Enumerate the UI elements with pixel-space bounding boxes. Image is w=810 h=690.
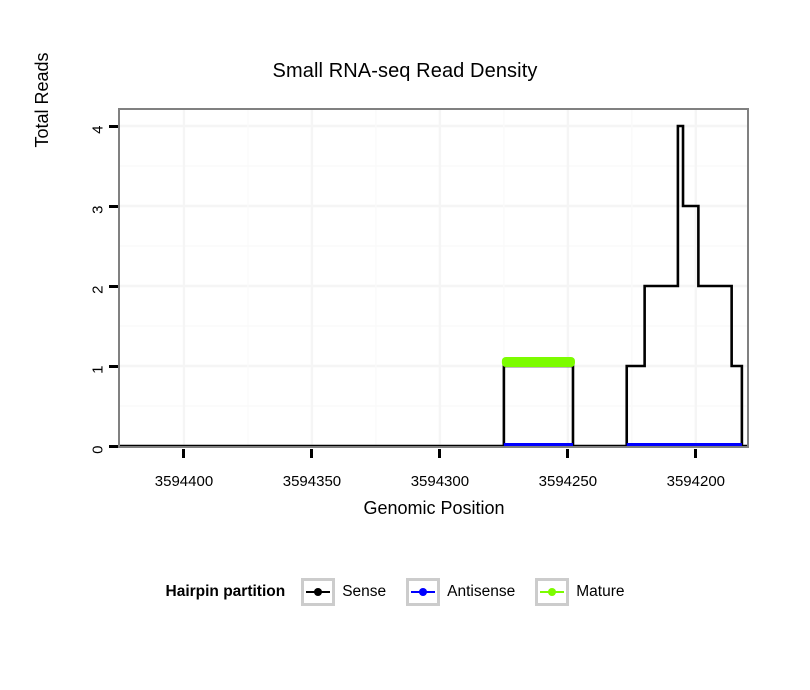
x-tick-label: 3594400 [154,473,214,490]
plot-area [120,110,747,446]
x-tick-mark [182,449,186,458]
legend-title: Hairpin partition [165,583,286,600]
y-tick-label: 0 [89,445,107,454]
sense-trace [120,124,747,446]
y-tick-mark [109,364,118,368]
y-tick-label: 4 [89,125,107,134]
x-tick-label: 3594350 [282,473,342,490]
x-tick-label: 3594200 [666,473,726,490]
y-tick-label: 1 [89,365,107,374]
y-tick-mark [109,204,118,208]
legend-entry-antisense[interactable]: Antisense [406,578,529,606]
legend-key-icon [301,578,336,606]
y-tick-label: 3 [89,205,107,214]
legend-key-icon [535,578,570,606]
x-tick-mark [694,449,698,458]
mature-region-bar [501,357,575,367]
x-tick-label: 3594250 [538,473,598,490]
legend-key-icon [406,578,441,606]
legend-entry-mature[interactable]: Mature [535,578,638,606]
y-tick-label: 2 [89,285,107,294]
x-tick-label: 3594300 [410,473,470,490]
gridlines [120,110,747,446]
legend-label: Antisense [447,583,516,600]
chart-legend: Hairpin partition Sense Antisense Mature [0,578,810,606]
x-axis-title: Genomic Position [363,498,505,518]
legend-label: Mature [576,583,625,600]
y-axis-title: Total Reads [32,52,52,148]
legend-label: Sense [342,583,387,600]
y-tick-mark [109,284,118,288]
x-tick-mark [310,449,314,458]
legend-entry-sense[interactable]: Sense [301,578,400,606]
x-tick-mark [566,449,570,458]
legend-entries: Sense Antisense Mature [301,578,644,606]
plot-panel [118,108,749,448]
chart-title: Small RNA-seq Read Density [272,60,538,82]
y-tick-mark [109,444,118,448]
y-tick-mark [109,124,118,128]
x-tick-mark [438,449,442,458]
